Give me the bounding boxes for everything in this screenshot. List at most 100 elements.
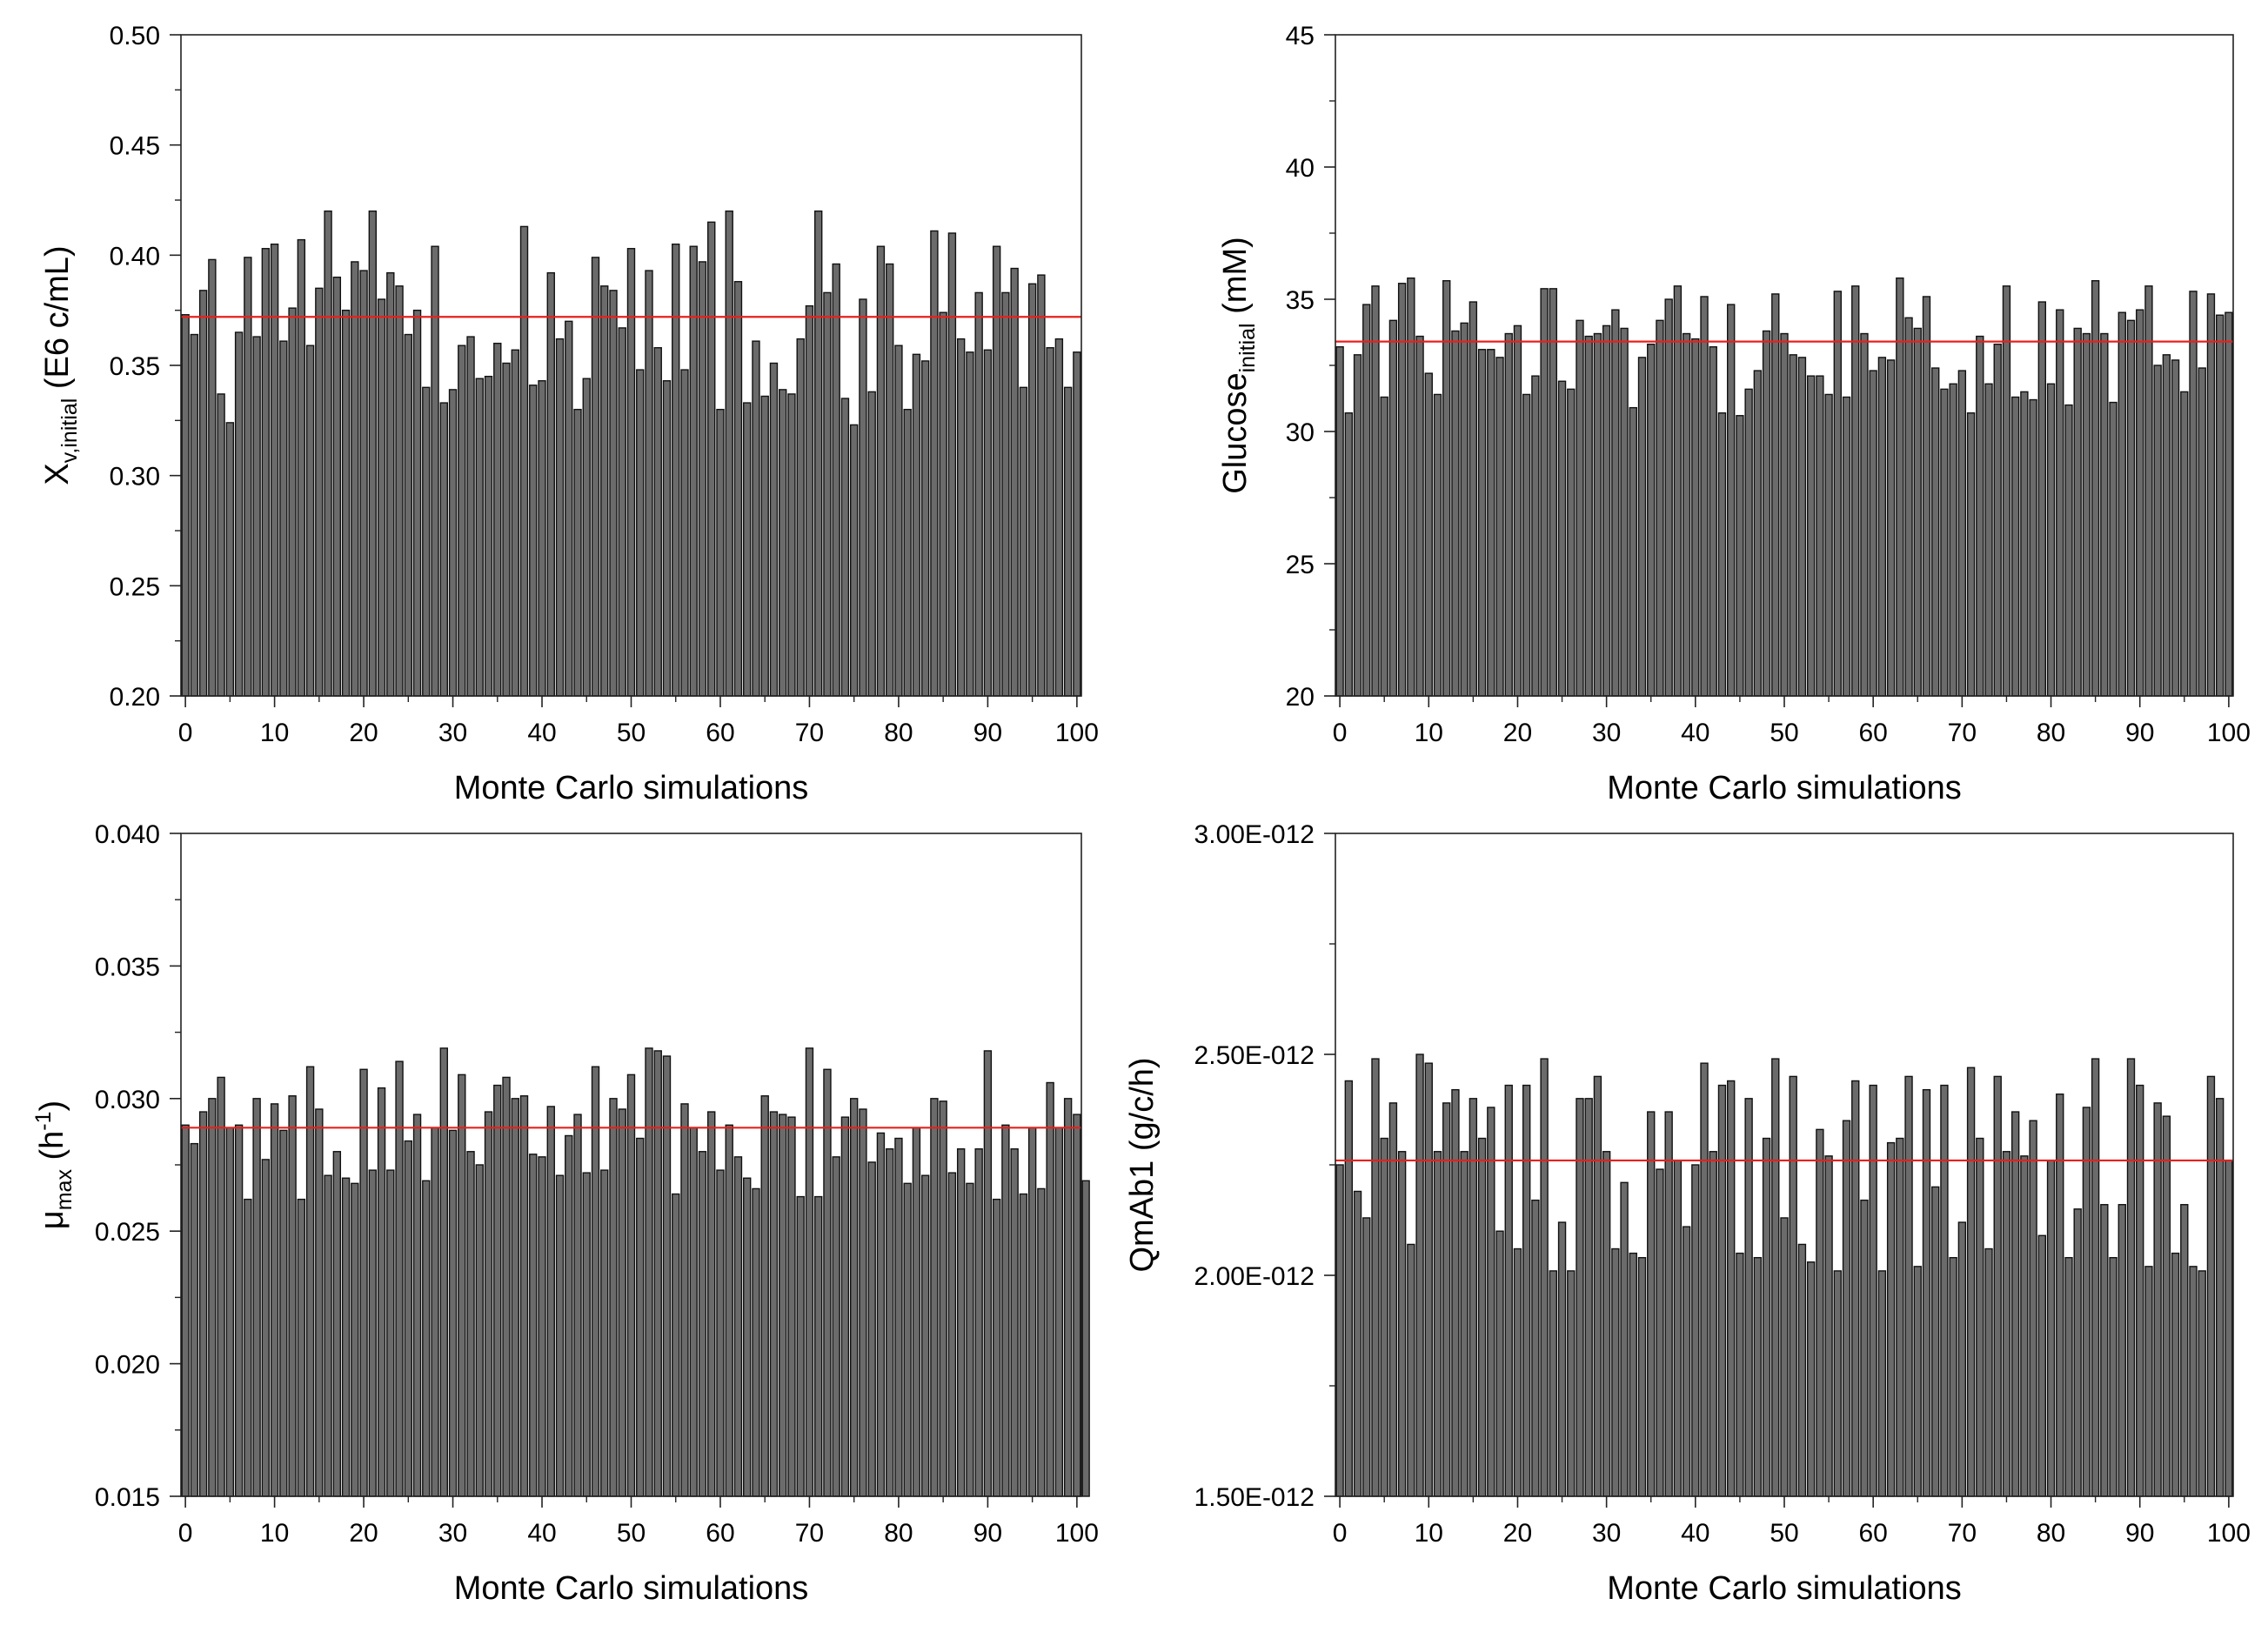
glucose-bar-22 — [1531, 375, 1540, 697]
xv-bar-58 — [698, 261, 707, 697]
xv-bar-48 — [609, 290, 618, 697]
qmab-bar-88 — [2117, 1204, 2126, 1497]
qmab-bar-80 — [2046, 1160, 2056, 1497]
xv-bar-12 — [288, 307, 297, 697]
qmab-bar-34 — [1637, 1256, 1647, 1497]
xv-bar-38 — [519, 225, 529, 697]
glucose-bar-11 — [1433, 393, 1442, 697]
xv-bar-50 — [626, 248, 636, 697]
mumax-bar-91 — [992, 1198, 1001, 1497]
xv-bar-45 — [582, 378, 591, 697]
mumax-bar-47 — [600, 1169, 609, 1497]
mumax-bar-8 — [252, 1098, 261, 1497]
xv-bar-82 — [912, 353, 921, 697]
mumax-bar-97 — [1046, 1081, 1054, 1497]
mumax-bar-80 — [894, 1137, 903, 1497]
qmab-bar-27 — [1576, 1098, 1584, 1497]
mumax-bar-69 — [796, 1195, 805, 1497]
glucose-y-title-rest: (mM) — [1217, 237, 1254, 323]
mumax-xtick-label-6: 60 — [706, 1519, 734, 1548]
xv-bar-98 — [1054, 338, 1064, 697]
qmab-bar-51 — [1789, 1075, 1797, 1497]
xv-xtick-label-7: 70 — [795, 719, 824, 747]
glucose-ytick-label-1: 25 — [1286, 551, 1315, 579]
glucose-xtick-label-10: 100 — [2207, 719, 2251, 747]
mumax-bar-14 — [305, 1066, 315, 1497]
mumax-bar-72 — [823, 1068, 832, 1497]
xv-x-axis-title: Monte Carlo simulations — [454, 770, 809, 806]
qmab-bar-30 — [1602, 1151, 1611, 1497]
mumax-bar-67 — [779, 1114, 787, 1497]
xv-bar-17 — [332, 276, 342, 697]
xv-y-title-main: X — [39, 463, 76, 485]
glucose-bar-86 — [2100, 332, 2109, 697]
xv-bar-20 — [359, 270, 368, 697]
glucose-ytick-label-4: 40 — [1286, 154, 1315, 183]
mumax-ytick-label-4: 0.035 — [95, 953, 160, 981]
qmab-bar-56 — [1833, 1270, 1842, 1497]
mumax-y-title-sub: max — [52, 1169, 77, 1211]
mumax-bar-22 — [377, 1087, 386, 1497]
mumax-bar-53 — [653, 1050, 662, 1497]
xv-xtick-label-0: 0 — [178, 719, 193, 747]
glucose-bar-68 — [1940, 388, 1949, 697]
glucose-ytick-label-2: 30 — [1286, 418, 1315, 447]
qmab-bar-71 — [1966, 1067, 1976, 1497]
qmab-bar-97 — [2198, 1270, 2206, 1497]
glucose-bar-65 — [1913, 327, 1922, 697]
mumax-bar-88 — [966, 1182, 974, 1497]
qmab-bar-70 — [1957, 1221, 1967, 1497]
qmab-bar-66 — [1922, 1088, 1931, 1497]
qmab-bar-61 — [1877, 1270, 1887, 1497]
xv-bar-81 — [903, 408, 912, 697]
mumax-bar-42 — [555, 1174, 565, 1497]
qmab-bar-2 — [1353, 1190, 1362, 1497]
xv-bar-95 — [1027, 283, 1037, 697]
xv-bar-74 — [840, 398, 850, 697]
xv-bar-55 — [672, 243, 680, 697]
xv-bar-99 — [1063, 386, 1073, 697]
xv-bar-21 — [368, 210, 378, 697]
mumax-bar-24 — [395, 1060, 404, 1497]
glucose-bar-36 — [1656, 319, 1664, 697]
glucose-bar-48 — [1762, 330, 1771, 697]
xv-bar-59 — [707, 221, 716, 697]
mumax-bar-4 — [217, 1076, 225, 1497]
xv-bar-51 — [636, 369, 645, 697]
mumax-y-title-sup: -1 — [31, 1111, 56, 1130]
mumax-bar-19 — [351, 1182, 359, 1497]
xv-bar-29 — [439, 402, 448, 697]
xv-bar-35 — [493, 342, 502, 697]
xv-bar-14 — [305, 344, 315, 697]
xv-bar-31 — [458, 344, 466, 697]
qmab-bar-68 — [1940, 1084, 1949, 1497]
mumax-bar-78 — [876, 1132, 886, 1497]
xv-bar-63 — [743, 402, 752, 697]
glucose-bar-34 — [1637, 357, 1647, 697]
glucose-bar-72 — [1976, 335, 1984, 697]
qmab-bar-91 — [2144, 1266, 2153, 1497]
qmab-bar-49 — [1771, 1058, 1780, 1497]
glucose-bar-79 — [2037, 301, 2047, 697]
mumax-bar-55 — [672, 1193, 680, 1497]
mumax-bar-32 — [466, 1151, 475, 1497]
glucose-xtick-label-7: 70 — [1948, 719, 1977, 747]
glucose-bar-28 — [1584, 335, 1593, 697]
qmab-xtick-label-9: 90 — [2125, 1519, 2154, 1548]
glucose-bar-91 — [2144, 285, 2153, 697]
mumax-bar-51 — [636, 1137, 645, 1497]
qmab-bar-5 — [1380, 1137, 1388, 1497]
mumax-bar-23 — [386, 1169, 395, 1497]
xv-ytick-label-4: 0.40 — [110, 242, 160, 271]
mumax-bar-61 — [725, 1124, 733, 1497]
mumax-bar-1 — [190, 1142, 199, 1497]
qmab-bar-72 — [1976, 1137, 1984, 1497]
glucose-bar-51 — [1789, 354, 1797, 697]
xv-y-title-rest: (E6 c/mL) — [39, 245, 76, 398]
glucose-bar-33 — [1629, 406, 1637, 697]
xv-bar-77 — [867, 391, 876, 697]
mumax-y-title-main: μ — [34, 1210, 70, 1229]
xv-bar-92 — [1001, 291, 1010, 697]
qmab-bar-42 — [1709, 1151, 1717, 1497]
glucose-bar-37 — [1664, 298, 1673, 697]
